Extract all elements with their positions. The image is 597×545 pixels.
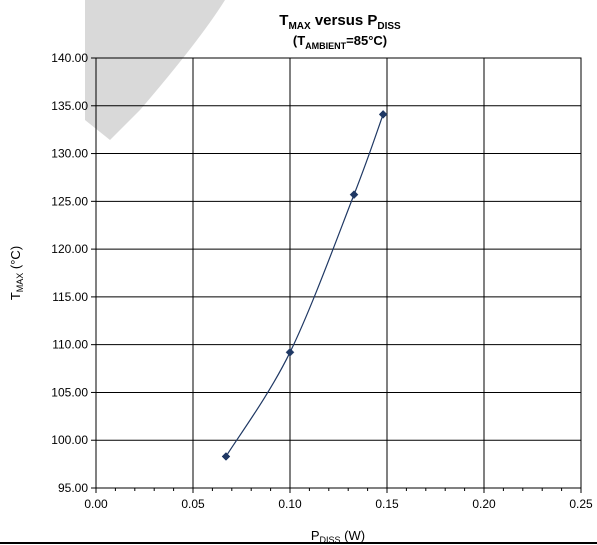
- chart-subtitle: (TAMBIENT=85°C): [293, 33, 387, 51]
- y-axis-label: TMAX (°C): [8, 246, 25, 300]
- x-tick-label: 0.10: [278, 497, 302, 511]
- x-tick-label: 0.15: [375, 497, 399, 511]
- x-tick-label: 0.05: [181, 497, 205, 511]
- y-tick-label: 120.00: [51, 242, 88, 256]
- x-tick-label: 0.25: [569, 497, 593, 511]
- chart-title: TMAX versus PDISS: [279, 12, 401, 32]
- data-point: [221, 452, 231, 461]
- data-point: [349, 190, 359, 199]
- watermark: [85, 0, 225, 140]
- x-tick-label: 0.20: [472, 497, 496, 511]
- y-tick-label: 130.00: [51, 147, 88, 161]
- y-tick-label: 95.00: [58, 481, 88, 495]
- y-axis-ticks: 95.00 100.00 105.00 110.00 115.00 120.00 125.0…: [51, 51, 96, 495]
- series-line: [225, 114, 384, 457]
- y-tick-label: 110.00: [52, 338, 88, 352]
- grid: [95, 57, 582, 489]
- x-tick-label: 0.00: [84, 497, 108, 511]
- data-point: [378, 110, 388, 119]
- watermark-band: [85, 0, 225, 140]
- x-axis-label: PDISS (W): [311, 528, 365, 545]
- data-point: [285, 347, 295, 357]
- series-group: [221, 110, 388, 461]
- y-tick-label: 105.00: [51, 385, 88, 399]
- plot-frame: [95, 57, 582, 489]
- y-tick-label: 115.00: [52, 290, 88, 304]
- y-tick-label: 135.00: [51, 99, 88, 113]
- y-tick-label: 125.00: [51, 194, 88, 208]
- y-tick-label: 100.00: [51, 433, 88, 447]
- x-axis-ticks: 0.00 0.05 0.10 0.15 0.20 0.25: [84, 488, 593, 511]
- y-tick-label: 140.00: [51, 51, 88, 65]
